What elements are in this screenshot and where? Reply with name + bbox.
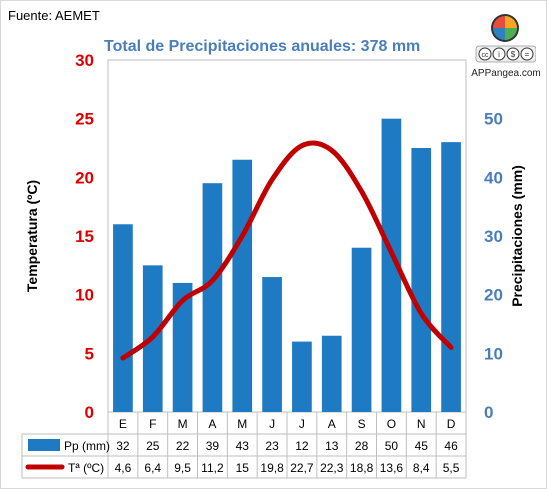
precip-value-label: 39 — [206, 439, 220, 453]
y-left-tick-label: 10 — [75, 286, 94, 305]
precip-bar — [381, 118, 402, 413]
temp-value-label: 22,7 — [290, 461, 314, 475]
x-tick-label: M — [178, 417, 188, 431]
x-tick-label: J — [299, 417, 305, 431]
precip-value-label: 25 — [146, 439, 160, 453]
temp-value-label: 4,6 — [115, 461, 132, 475]
legend-temp-label: Tª (ºC) — [68, 461, 104, 475]
y-right-label: Precipitaciones (mm) — [509, 165, 525, 307]
y-right-tick-label: 10 — [484, 344, 503, 363]
temp-value-label: 18,8 — [350, 461, 374, 475]
precip-value-label: 32 — [116, 439, 130, 453]
temp-value-label: 8,4 — [413, 461, 430, 475]
logo-puzzle-icon — [491, 14, 519, 42]
temp-value-label: 22,3 — [320, 461, 344, 475]
x-tick-label: E — [119, 417, 127, 431]
temp-value-label: 15 — [236, 461, 250, 475]
y-left-label: Temperatura (ºC) — [24, 180, 40, 292]
y-left-tick-label: 30 — [75, 51, 94, 70]
logo-text: APPangea.com — [471, 68, 541, 79]
precip-value-label: 23 — [265, 439, 279, 453]
precip-bar — [232, 159, 253, 412]
logo-piece-1 — [505, 16, 517, 28]
x-tick-label: S — [358, 417, 366, 431]
x-tick-label: J — [269, 417, 275, 431]
precip-bar — [351, 247, 372, 412]
x-tick-label: A — [208, 417, 216, 431]
chart-title: Total de Precipitaciones anuales: 378 mm — [104, 38, 421, 55]
precip-bars — [113, 118, 461, 413]
y-left-tick-label: 5 — [85, 344, 94, 363]
logo-piece-3 — [493, 28, 505, 40]
source-label: Fuente: AEMET — [8, 8, 100, 23]
precip-value-label: 46 — [444, 439, 458, 453]
y-left-tick-label: 15 — [75, 227, 94, 246]
temp-value-label: 19,8 — [260, 461, 284, 475]
precip-value-label: 22 — [176, 439, 190, 453]
precip-bar — [113, 224, 133, 412]
nc-badge-text: $ — [511, 50, 516, 59]
y-left-axis: 0 5 10 15 20 25 30 — [75, 51, 94, 422]
precip-value-label: 13 — [325, 439, 339, 453]
precip-bar — [441, 142, 461, 412]
precip-bar — [262, 277, 282, 412]
y-right-tick-label: 50 — [484, 110, 503, 129]
y-right-tick-label: 20 — [484, 286, 503, 305]
x-tick-label: O — [387, 417, 396, 431]
precip-value-label: 28 — [355, 439, 369, 453]
temp-value-label: 6,4 — [144, 461, 161, 475]
x-tick-label: D — [447, 417, 456, 431]
temp-value-label: 5,5 — [443, 461, 460, 475]
y-left-tick-label: 25 — [75, 110, 94, 129]
by-badge-icon — [492, 47, 506, 61]
precip-bar — [411, 148, 432, 412]
precip-value-label: 45 — [415, 439, 429, 453]
appangea-logo-icon: cc i $ = — [475, 14, 536, 63]
y-left-tick-label: 0 — [85, 403, 94, 422]
x-tick-label: A — [328, 417, 336, 431]
logo-piece-4 — [493, 16, 505, 28]
legend-bar-swatch — [28, 439, 60, 451]
temperature-line — [120, 140, 454, 361]
temp-value-label: 13,6 — [380, 461, 404, 475]
temp-value-label: 11,2 — [201, 461, 224, 475]
legend-precip-label: Pp (mm) — [64, 439, 110, 453]
y-right-tick-label: 30 — [484, 227, 503, 246]
precip-value-label: 12 — [295, 439, 309, 453]
x-tick-label: F — [149, 417, 156, 431]
x-tick-label: M — [237, 417, 247, 431]
x-tick-label: N — [417, 417, 426, 431]
cc-badge-icon — [478, 47, 492, 61]
logo-piece-2 — [505, 28, 517, 40]
nc-badge-icon — [506, 47, 520, 61]
nd-badge-text: = — [525, 50, 530, 59]
y-right-tick-label: 40 — [484, 168, 503, 187]
precip-bar — [172, 282, 193, 412]
nd-badge-icon — [520, 47, 534, 61]
y-right-tick-label: 0 — [484, 403, 493, 422]
precip-bar — [292, 341, 312, 412]
y-left-tick-label: 20 — [75, 168, 94, 187]
temp-value-label: 9,5 — [174, 461, 191, 475]
precip-bar — [321, 335, 342, 412]
cc-badge-text: cc — [482, 52, 490, 59]
precip-value-label: 50 — [385, 439, 399, 453]
license-badges: cc i $ = — [475, 45, 536, 63]
precip-value-label: 43 — [236, 439, 250, 453]
precip-bar — [202, 183, 223, 412]
y-right-axis: 0 10 20 30 40 50 — [484, 110, 503, 422]
data-table: E 32 4,6 F 25 6,4 M 22 9,5 A 39 11,2 M 43 15 J 23 19,8 J 12… — [21, 412, 467, 479]
by-badge-text: i — [498, 50, 500, 59]
